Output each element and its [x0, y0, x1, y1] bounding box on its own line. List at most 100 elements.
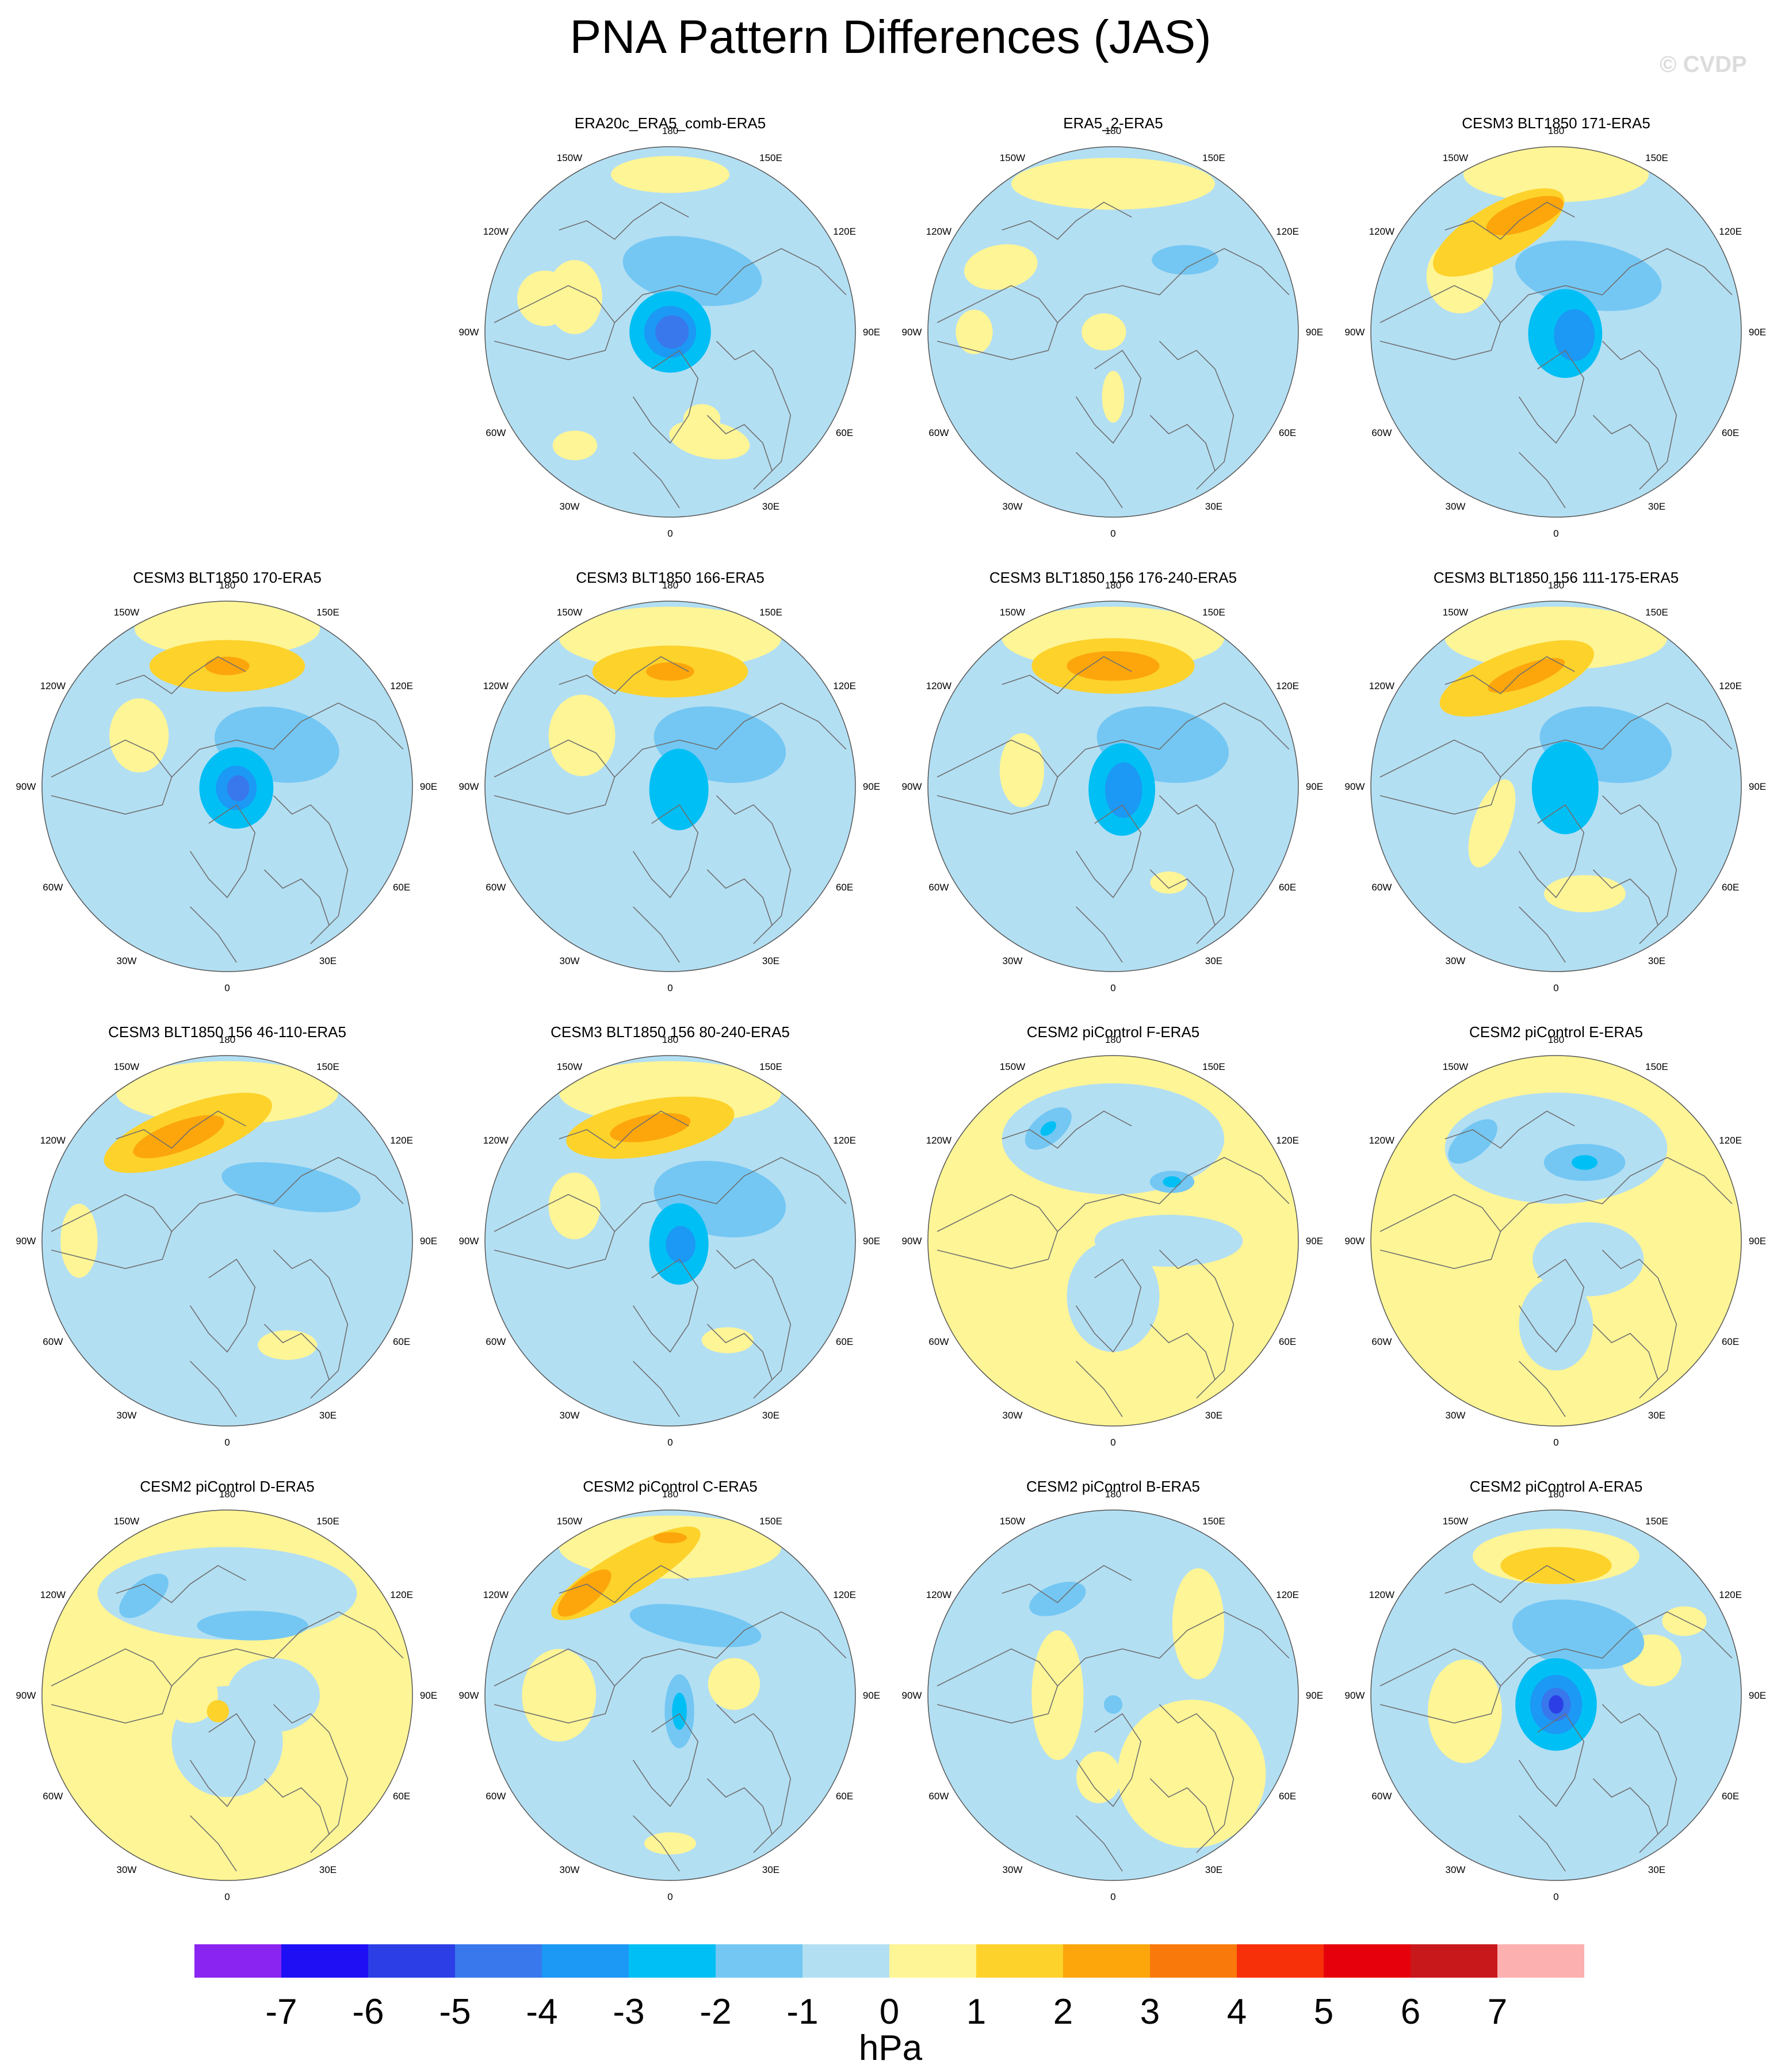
contour-field: [42, 601, 412, 972]
lon-label: 60E: [836, 427, 853, 438]
lon-label: 60E: [1722, 1336, 1739, 1347]
anomaly-contour: [197, 1611, 308, 1641]
lon-label: 30E: [1205, 1410, 1222, 1421]
lon-label: 60E: [1279, 427, 1296, 438]
coastline: [1500, 1157, 1733, 1232]
coastline: [1159, 1704, 1235, 1853]
lon-label: 0: [667, 1437, 672, 1448]
lon-label: 120E: [1719, 1135, 1742, 1146]
anomaly-contour: [557, 1569, 611, 1617]
lon-label: 120W: [483, 681, 509, 691]
map-border: [1370, 1055, 1742, 1427]
cvdp-watermark: © CVDP: [1660, 52, 1747, 77]
coastline: [273, 1249, 349, 1399]
coastline: [171, 702, 404, 778]
map-border: [927, 1509, 1299, 1881]
colorbar-label: 3: [1140, 1992, 1160, 2032]
anomaly-contour: [646, 662, 694, 681]
lon-label: 30E: [1205, 955, 1222, 966]
coastline: [559, 201, 689, 240]
lon-label: 180: [1105, 125, 1121, 136]
lon-label: 90W: [16, 1236, 36, 1247]
lon-label: 150E: [1202, 152, 1225, 163]
contour-field: [1371, 1056, 1741, 1426]
anomaly-contour: [1531, 741, 1599, 835]
lon-label: 90E: [1749, 1690, 1766, 1701]
colorbar-label: -4: [526, 1992, 557, 2032]
lon-label: 90W: [902, 1236, 922, 1247]
lon-label: 0: [224, 983, 230, 993]
lon-label: 120E: [390, 681, 413, 691]
main-title: PNA Pattern Differences (JAS): [570, 11, 1211, 63]
colorbar-label: 1: [966, 1992, 986, 2032]
anomaly-contour: [701, 1327, 754, 1354]
coastline: [1075, 350, 1142, 444]
coastline: [1002, 656, 1132, 695]
lon-label: 30W: [1446, 1864, 1466, 1875]
coastline: [632, 804, 699, 899]
lon-label: 120E: [1719, 226, 1742, 237]
lon-label: 150W: [114, 607, 139, 618]
anomaly-contour: [135, 601, 320, 657]
lon-label: 60E: [1722, 427, 1739, 438]
lon-label: 30W: [1446, 501, 1466, 512]
lon-label: 30E: [319, 955, 337, 966]
anomaly-contour: [1076, 1751, 1121, 1803]
lon-label: 120E: [1276, 1589, 1299, 1600]
coastline: [1057, 248, 1290, 323]
lon-label: 90E: [1749, 327, 1766, 338]
colorbar-swatch: [976, 1944, 1063, 1978]
contour-field: [485, 1510, 855, 1880]
coastline: [1602, 1249, 1677, 1399]
panel-title: CESM2 piControl A-ERA5: [1470, 1478, 1643, 1495]
lon-label: 90W: [1345, 781, 1365, 792]
lon-label: 60W: [928, 427, 949, 438]
lon-label: 60E: [1722, 1791, 1739, 1802]
colorbar-swatch: [368, 1944, 455, 1978]
anomaly-contour: [610, 1113, 691, 1142]
lon-label: 120W: [926, 1589, 951, 1600]
anomaly-contour: [116, 1061, 339, 1125]
anomaly-contour: [653, 1532, 687, 1543]
lon-label: 150W: [1443, 152, 1468, 163]
lon-label: 30E: [1648, 955, 1665, 966]
map-border: [484, 1055, 856, 1427]
lon-label: 180: [662, 125, 678, 136]
lon-label: 120W: [40, 1589, 66, 1600]
lon-label: 60W: [928, 1336, 949, 1347]
anomaly-contour: [1428, 1659, 1502, 1764]
coastline: [1149, 869, 1216, 926]
lon-label: 150E: [759, 1061, 782, 1072]
coastline: [1518, 350, 1585, 444]
anomaly-contour: [956, 309, 993, 354]
colorbar-label: 6: [1401, 1992, 1420, 2032]
lon-label: 30E: [319, 1410, 337, 1421]
anomaly-contour: [1067, 1241, 1160, 1352]
contour-field: [42, 1510, 412, 1880]
anomaly-contour: [1488, 657, 1565, 693]
anomaly-contour: [1102, 370, 1125, 423]
coastline: [190, 1360, 237, 1417]
lon-label: 0: [224, 1891, 230, 1902]
anomaly-contour: [1081, 313, 1126, 351]
anomaly-contour: [666, 1226, 695, 1263]
anomaly-contour: [1040, 1121, 1057, 1136]
anomaly-contour: [1117, 1699, 1266, 1848]
lon-label: 120E: [1276, 226, 1299, 237]
anomaly-contour: [205, 656, 250, 675]
lon-label: 150W: [1000, 1061, 1025, 1072]
lon-label: 120E: [390, 1135, 413, 1146]
lon-label: 150E: [1202, 1516, 1225, 1527]
anomaly-contour: [1512, 1599, 1645, 1669]
lon-label: 0: [1553, 983, 1558, 993]
coastline: [1076, 1815, 1123, 1872]
lon-label: 120W: [483, 1589, 509, 1600]
anomaly-contour: [669, 420, 750, 460]
panel-title: CESM2 piControl B-ERA5: [1026, 1478, 1200, 1495]
anomaly-contour: [1572, 1154, 1598, 1170]
contour-field: [42, 1056, 412, 1426]
